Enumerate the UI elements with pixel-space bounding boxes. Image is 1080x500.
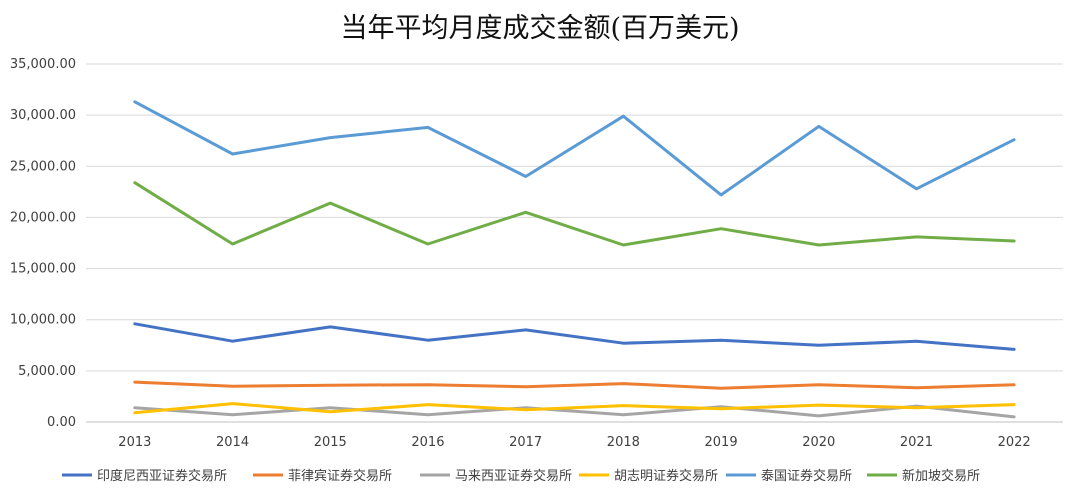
y-tick-label: 25,000.00 [10,159,76,174]
x-tick-label: 2021 [900,435,933,450]
legend: 印度尼西亚证券交易所 菲律宾证券交易所 马来西亚证券交易所 胡志明证券交易所 泰国证券交… [62,468,980,484]
y-tick-label: 5,000.00 [18,364,76,379]
x-tick-label: 2022 [998,435,1031,450]
x-axis-ticks: 2013 2014 2015 2016 2017 2018 2019 2020 2021 2022 [118,435,1030,450]
series-line-6 [133,181,1016,247]
x-tick-label: 2018 [607,435,640,450]
legend-label: 菲律宾证券交易所 [288,468,392,484]
x-tick-label: 2014 [216,435,249,450]
y-tick-label: 20,000.00 [10,210,76,225]
y-axis-ticks: 0.00 5,000.00 10,000.00 15,000.00 20,000.00 2… [10,57,76,430]
y-tick-label: 35,000.00 [10,57,76,72]
y-tick-label: 10,000.00 [10,313,76,328]
series-line-2 [133,380,1016,390]
series-lines [133,100,1016,419]
x-tick-label: 2019 [705,435,738,450]
series-line-3 [133,404,1016,419]
y-tick-label: 0.00 [47,415,76,430]
x-tick-label: 2017 [509,435,542,450]
grid-lines [86,63,1063,423]
y-tick-label: 30,000.00 [10,108,76,123]
series-line-5 [133,100,1016,197]
chart-title: 当年平均月度成交金额(百万美元) [340,13,740,44]
legend-label: 新加坡交易所 [902,468,980,484]
legend-label: 马来西亚证券交易所 [455,468,572,484]
x-tick-label: 2016 [411,435,444,450]
legend-label: 胡志明证券交易所 [614,468,718,484]
x-tick-label: 2013 [118,435,151,450]
series-line-1 [133,322,1016,351]
y-tick-label: 15,000.00 [10,262,76,277]
legend-label: 印度尼西亚证券交易所 [97,468,227,484]
series-line-4 [133,402,1016,415]
legend-label: 泰国证券交易所 [761,468,852,484]
x-tick-label: 2015 [314,435,347,450]
x-tick-label: 2020 [802,435,835,450]
